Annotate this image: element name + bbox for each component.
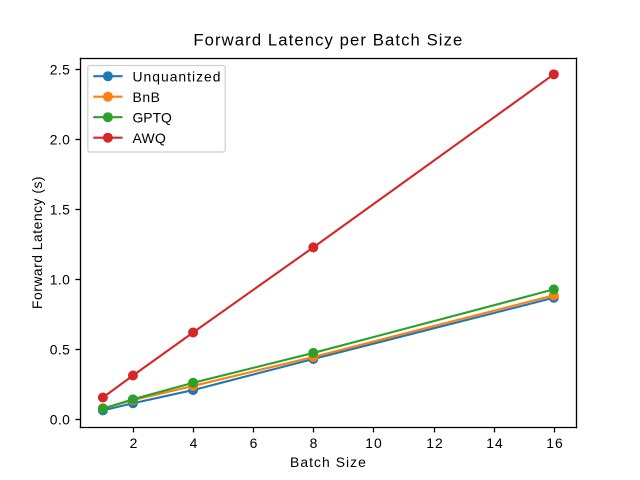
svg-text:0.0: 0.0 [50,411,71,427]
svg-text:16: 16 [546,435,564,451]
svg-text:AWQ: AWQ [133,130,167,146]
svg-text:2.5: 2.5 [50,61,71,77]
svg-text:Batch Size: Batch Size [290,454,367,470]
svg-text:Forward Latency per Batch Size: Forward Latency per Batch Size [193,30,463,49]
svg-text:2: 2 [130,435,138,451]
svg-text:0.5: 0.5 [50,341,71,357]
svg-text:BnB: BnB [133,89,161,105]
svg-text:Unquantized: Unquantized [133,68,222,84]
svg-text:1.5: 1.5 [50,201,71,217]
svg-text:4: 4 [190,435,198,451]
svg-text:Forward Latency (s): Forward Latency (s) [29,176,45,309]
svg-text:8: 8 [310,435,318,451]
svg-text:10: 10 [365,435,383,451]
svg-text:6: 6 [250,435,258,451]
svg-text:12: 12 [426,435,444,451]
svg-text:14: 14 [486,435,504,451]
svg-text:GPTQ: GPTQ [133,109,173,125]
svg-text:2.0: 2.0 [50,131,71,147]
svg-text:1.0: 1.0 [50,271,71,287]
